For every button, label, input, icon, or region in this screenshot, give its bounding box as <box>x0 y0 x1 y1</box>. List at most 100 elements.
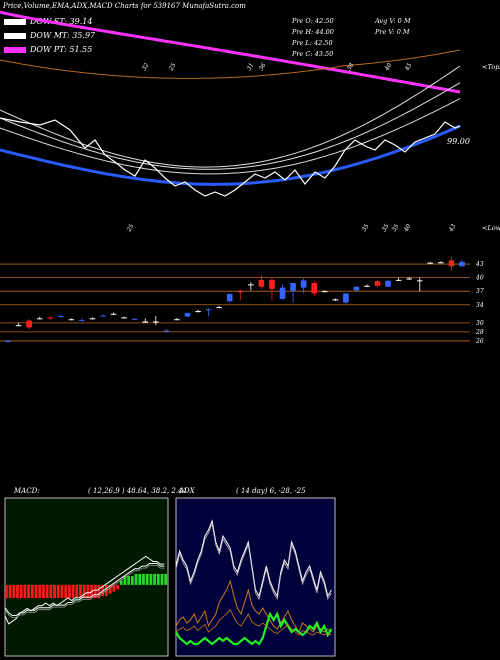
y-tick-26: 26 <box>475 338 484 345</box>
macd-hist-28 <box>108 584 112 594</box>
tops-tick-5: 40 <box>383 62 393 73</box>
lows-tick-1: 35 <box>361 223 371 233</box>
candle-body-12 <box>131 318 138 320</box>
macd-hist-13 <box>53 584 56 599</box>
macd-hist-39 <box>149 573 153 585</box>
tops-tick-3: 36 <box>258 62 268 72</box>
tops-tick-4: 38 <box>346 62 356 72</box>
tops-label: <Tops <box>482 63 500 71</box>
macd-hist-30 <box>116 584 119 590</box>
brown-ema-line <box>0 49 461 79</box>
macd-hist-32 <box>123 576 127 585</box>
lows-tick-4: 40 <box>402 223 412 234</box>
macd-hist-31 <box>119 580 123 585</box>
macd-hist-40 <box>153 573 156 585</box>
macd-hist-21 <box>82 584 86 599</box>
candle-body-32 <box>343 293 349 303</box>
candle-body-20 <box>216 307 222 309</box>
candle-body-13 <box>142 321 149 323</box>
macd-hist-6 <box>27 584 31 599</box>
macd-hist-37 <box>142 573 145 585</box>
macd-values-text: ( 12,26,9 ) 48.64, 38.2, 2.44 <box>88 487 187 495</box>
lows-tick-3: 35 <box>391 223 401 233</box>
candle-body-11 <box>121 317 127 319</box>
macd-hist-38 <box>145 573 149 585</box>
legend-swatch-pt <box>4 46 26 53</box>
macd-hist-26 <box>101 584 105 596</box>
macd-hist-41 <box>156 573 160 585</box>
candle-body-21 <box>226 293 233 302</box>
y-tick-28: 28 <box>475 329 484 336</box>
y-tick-43: 43 <box>475 261 484 268</box>
adx-label: ADX <box>179 487 195 495</box>
candle-body-23 <box>248 284 254 286</box>
stat-low: Pre L: 42.50 <box>292 39 333 47</box>
macd-hist-8 <box>34 584 38 599</box>
lows-tick-5: 43 <box>447 223 457 234</box>
candles <box>5 257 465 343</box>
macd-hist-2 <box>12 584 16 599</box>
dow-st-smooth-line <box>0 65 461 168</box>
candle-body-16 <box>174 319 180 321</box>
macd-hist-1 <box>8 584 12 599</box>
adx-panel <box>175 497 336 657</box>
macd-hist-4 <box>19 584 23 599</box>
macd-hist-20 <box>79 584 82 599</box>
candle-body-24 <box>258 279 265 287</box>
lows-tick-0: 25 <box>125 223 135 234</box>
ema-smooth-line <box>0 98 461 175</box>
lows-label: <Lows <box>482 224 500 232</box>
candle-body-35 <box>374 281 381 286</box>
candle-body-8 <box>89 318 96 320</box>
stat-avg-vol: Avg V: 0 M <box>375 17 411 25</box>
candle-body-40 <box>427 262 434 264</box>
legend-dow-st-label: DOW ST: 39.14 <box>30 17 93 26</box>
macd-hist-29 <box>112 584 116 592</box>
ema-panel <box>0 10 461 197</box>
candle-body-29 <box>311 283 317 294</box>
legend-dow-pt: DOW PT: 51.55 <box>4 45 92 54</box>
candle-body-38 <box>406 278 413 280</box>
stat-close: Pre C: 43.50 <box>292 50 334 58</box>
macd-hist-16 <box>64 584 68 599</box>
candle-body-5 <box>57 316 64 318</box>
candle-body-28 <box>300 280 307 288</box>
adx-di-line <box>175 611 333 646</box>
macd-hist-43 <box>164 573 168 585</box>
macd-hist-35 <box>134 573 138 585</box>
dow-pt-line <box>0 10 461 94</box>
tops-tick-1: 25 <box>167 62 177 73</box>
y-tick-34: 34 <box>476 302 484 309</box>
macd-signal-line-2 <box>4 565 165 618</box>
candle-body-34 <box>364 285 370 287</box>
macd-hist-36 <box>138 573 142 585</box>
adx-line <box>175 579 332 634</box>
macd-values: ( 12,26,9 ) 48.64, 38.2, 2.44 <box>88 487 187 495</box>
candle-body-37 <box>395 279 402 281</box>
macd-hist-22 <box>86 584 90 599</box>
dow-mt-smooth-line <box>0 82 461 170</box>
adx-frame <box>175 497 336 657</box>
candle-body-18 <box>195 311 201 313</box>
candle-body-1 <box>15 325 22 327</box>
adx-values: ( 14 day) 6, -28, -25 <box>236 487 306 495</box>
stat-pre-vol: Pre V: 0 M <box>375 28 410 36</box>
candle-body-17 <box>184 312 191 317</box>
y-tick-37: 37 <box>476 288 484 295</box>
candle-body-6 <box>68 319 75 321</box>
tops-tick-6: 45 <box>403 62 413 73</box>
candle-body-41 <box>438 262 444 264</box>
candle-body-9 <box>100 315 106 317</box>
legend-swatch-mt <box>4 32 26 39</box>
chart-title: Price,Volume,EMA,ADX,MACD Charts for 539… <box>3 2 246 10</box>
macd-panel <box>4 497 169 657</box>
y-tick-30: 30 <box>476 320 484 327</box>
candle-body-30 <box>321 291 328 293</box>
candle-body-19 <box>205 309 212 311</box>
macd-hist-3 <box>16 584 19 599</box>
macd-hist-34 <box>130 576 134 585</box>
price-marker-label: 99.00 <box>447 137 470 146</box>
stat-high: Pre H: 44.00 <box>292 28 334 36</box>
candle-body-22 <box>237 291 244 293</box>
